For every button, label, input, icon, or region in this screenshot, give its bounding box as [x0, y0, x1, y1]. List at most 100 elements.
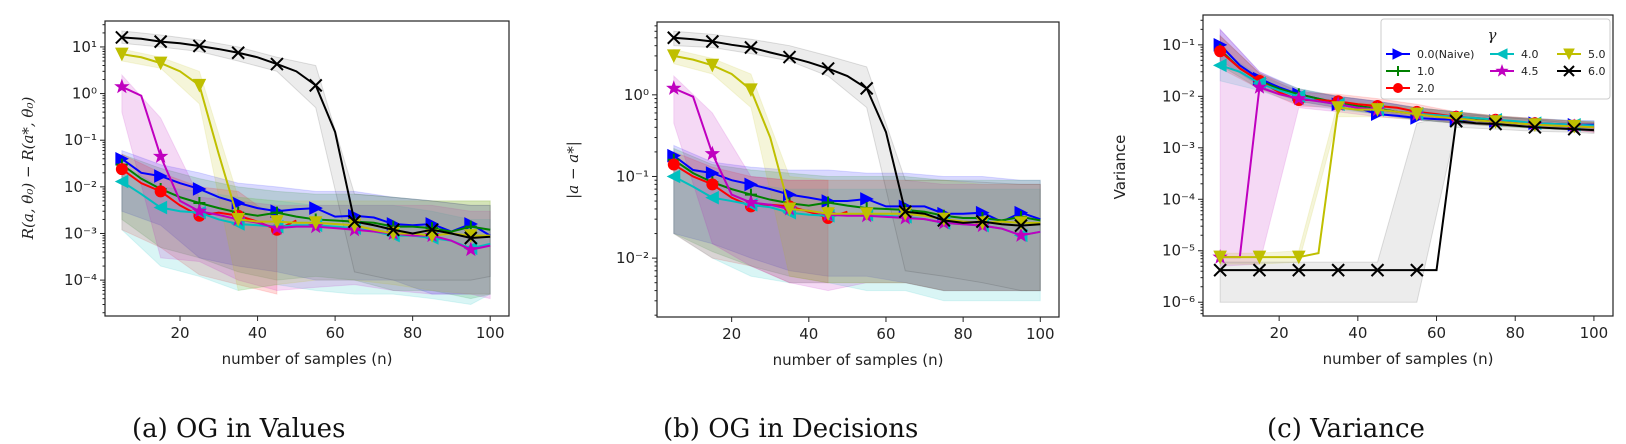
data-point-6.0: [115, 30, 129, 45]
legend: γ 0.0(Naive) 1.0 2.0 4.0 4.5 5.0 6.0: [1380, 18, 1611, 100]
confidence-band-4.0: [121, 163, 491, 306]
data-point-6.0: [937, 213, 951, 228]
data-point-4.5: [114, 78, 130, 94]
data-point-4.5: [191, 203, 208, 218]
data-point-5.0: [1213, 250, 1227, 265]
subfigure-caption: (b) OG in Decisions: [663, 414, 918, 444]
confidence-band-4.0: [673, 161, 1041, 302]
data-point-6.0: [782, 50, 797, 64]
legend-marker-0.0(Naive): [1392, 48, 1405, 60]
data-point-0.0(Naive): [860, 192, 874, 206]
data-point-4.0: [153, 200, 168, 215]
data-point-5.0: [1370, 103, 1385, 117]
confidence-band-1.0: [673, 147, 1041, 292]
x-tick-label: 80: [1506, 324, 1525, 342]
x-axis-label: number of samples (n): [773, 351, 944, 369]
data-point-6.0: [859, 81, 874, 96]
data-point-2.0: [667, 158, 680, 171]
legend-label: 4.5: [1521, 65, 1539, 78]
legend-label: 2.0: [1417, 82, 1435, 95]
axes-frame: [1202, 14, 1614, 317]
x-tick-label: 40: [248, 324, 267, 342]
data-point-4.5: [1013, 227, 1029, 242]
data-point-6.0: [1567, 122, 1581, 136]
panel-a: 20 40 60 80 100 10⁻⁴ 10⁻³ 10⁻² 10⁻¹ 10⁰ 10¹ R(a, θ₀…: [19, 20, 510, 444]
x-tick-label: 80: [403, 324, 422, 342]
data-point-5.0: [192, 78, 207, 93]
confidence-band-4.5: [673, 74, 1041, 292]
plot-area: [1212, 28, 1595, 303]
subfigure-caption: (a) OG in Values: [132, 414, 345, 444]
legend-label: 1.0: [1417, 65, 1435, 78]
data-point-6.0: [192, 39, 207, 53]
y-axis-label: |a − a*|: [564, 141, 582, 199]
data-point-5.0: [308, 216, 323, 230]
data-point-4.5: [743, 194, 759, 210]
data-point-0.0(Naive): [744, 177, 759, 192]
confidence-band-0.0(Naive): [673, 144, 1041, 292]
data-point-6.0: [1331, 263, 1345, 277]
legend-label: 5.0: [1588, 48, 1606, 61]
data-point-2.0: [706, 178, 719, 191]
x-tick-label: 60: [326, 324, 345, 342]
data-point-5.0: [821, 207, 835, 221]
legend-title: γ: [1488, 26, 1497, 44]
y-tick-label: 10⁻¹: [616, 167, 649, 185]
legend-marker-4.0: [1495, 48, 1508, 60]
legend-marker-6.0: [1563, 65, 1575, 77]
data-point-6.0: [1370, 263, 1385, 277]
data-point-4.0: [114, 174, 129, 189]
data-point-5.0: [859, 207, 874, 221]
confidence-band-4.5: [1219, 28, 1595, 267]
data-point-5.0: [1292, 250, 1306, 265]
data-point-6.0: [1488, 117, 1503, 131]
data-point-6.0: [270, 57, 284, 71]
data-point-6.0: [1528, 120, 1542, 135]
x-tick-label: 80: [954, 325, 973, 343]
y-tick-label: 10⁻¹: [64, 131, 97, 149]
data-point-6.0: [153, 34, 168, 49]
data-point-6.0: [1410, 263, 1424, 277]
data-point-4.0: [1212, 58, 1227, 73]
data-point-5.0: [1252, 250, 1267, 265]
confidence-band-0.0(Naive): [1219, 28, 1595, 129]
data-point-6.0: [975, 214, 990, 229]
y-tick-label: 10⁻⁵: [1162, 242, 1195, 260]
x-tick-label: 60: [876, 325, 895, 343]
x-tick-label: 20: [722, 325, 741, 343]
data-point-2.0: [115, 163, 128, 176]
data-point-4.5: [666, 80, 682, 95]
x-axis-label: number of samples (n): [1323, 350, 1494, 368]
data-point-4.5: [152, 148, 169, 163]
data-point-6.0: [667, 31, 681, 45]
data-point-4.0: [705, 190, 719, 205]
data-point-6.0: [1252, 263, 1267, 277]
confidence-band-5.0: [673, 48, 1041, 292]
data-point-5.0: [153, 56, 168, 71]
x-tick-label: 40: [1348, 324, 1367, 342]
data-point-5.0: [1410, 107, 1424, 122]
confidence-band-6.0: [1219, 113, 1595, 303]
x-tick-label: 100: [1026, 325, 1055, 343]
x-tick-label: 100: [1580, 324, 1609, 342]
y-tick-label: 10⁻⁴: [64, 271, 97, 289]
x-tick-label: 100: [476, 324, 505, 342]
panel-c: 20 40 60 80 100 10⁻⁶ 10⁻⁵ 10⁻⁴ 10⁻³ 10⁻² 10⁻¹ Varia…: [1111, 14, 1614, 444]
data-point-0.0(Naive): [309, 201, 323, 215]
y-tick-label: 10⁻³: [64, 224, 97, 242]
y-tick-label: 10⁰: [72, 85, 97, 103]
data-point-6.0: [1213, 263, 1227, 277]
x-tick-label: 20: [1270, 324, 1289, 342]
y-axis-label: R(a, θ₀) − R(a*, θ₀): [19, 97, 37, 241]
x-tick-label: 60: [1427, 324, 1446, 342]
data-point-6.0: [744, 40, 758, 55]
data-point-6.0: [705, 34, 720, 49]
data-point-2.0: [1214, 45, 1227, 58]
legend-marker-4.5: [1495, 64, 1509, 77]
x-tick-label: 40: [799, 325, 818, 343]
subfigure-caption: (c) Variance: [1267, 414, 1425, 444]
data-point-6.0: [347, 214, 362, 229]
legend-marker-1.0: [1393, 66, 1403, 76]
data-point-6.0: [425, 223, 439, 237]
